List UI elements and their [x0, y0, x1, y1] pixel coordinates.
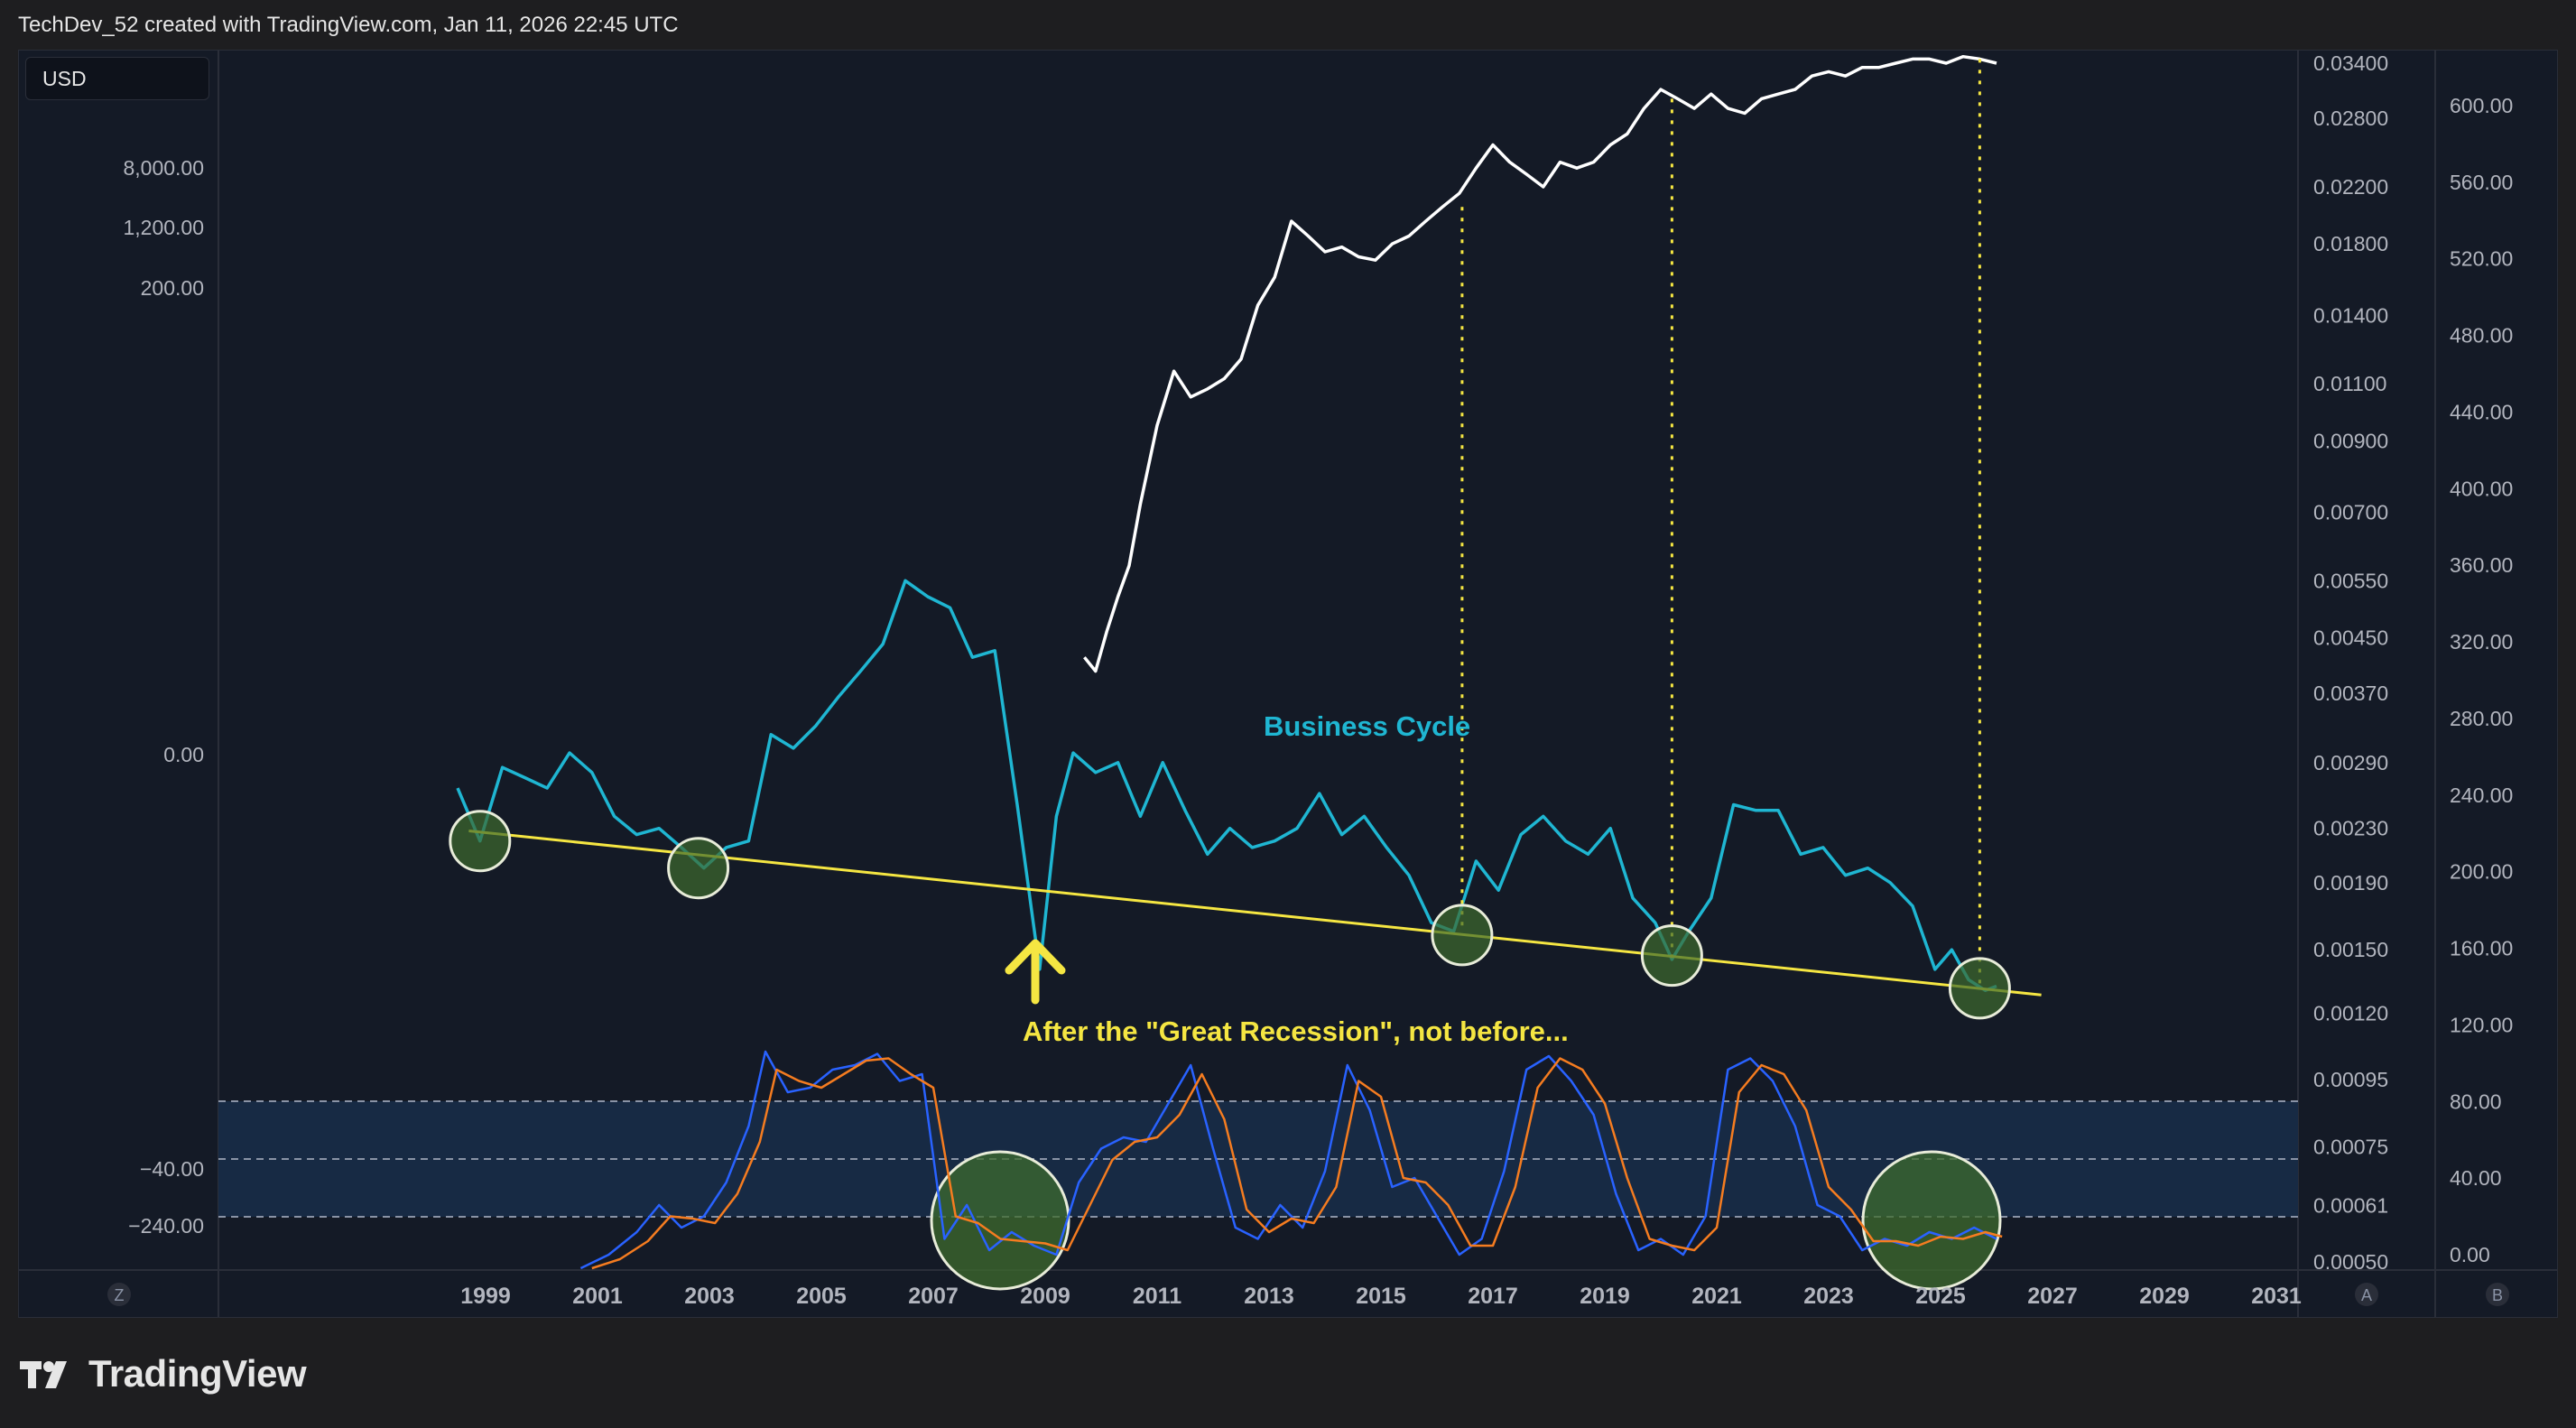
- right-linear-tick-label: 520.00: [2450, 247, 2513, 271]
- right-log-tick-label: 0.00450: [2313, 626, 2388, 649]
- x-tick-label: 2005: [796, 1284, 847, 1309]
- right-log-tick-label: 0.00050: [2313, 1250, 2388, 1274]
- trough-marker-2020: [1640, 924, 1703, 988]
- price-line: [1083, 54, 1997, 673]
- trend-line: [468, 830, 2042, 997]
- x-tick-label: 2001: [572, 1284, 623, 1309]
- right-log-tick-label: 0.00700: [2313, 500, 2388, 524]
- right-log-tick-label: 0.00075: [2313, 1135, 2388, 1158]
- x-tick-label: 2011: [1133, 1284, 1181, 1309]
- left-tick-label: −240.00: [128, 1214, 204, 1238]
- x-tick-label: 2003: [684, 1284, 735, 1309]
- x-tick-label: 2021: [1691, 1284, 1742, 1309]
- axis-z-label: Z: [115, 1286, 125, 1304]
- right-log-tick-label: 0.00900: [2313, 429, 2388, 452]
- left-tick-label: 8,000.00: [123, 156, 204, 180]
- right-log-tick-label: 0.00061: [2313, 1193, 2388, 1217]
- right-log-tick-label: 0.00150: [2313, 938, 2388, 961]
- trough-marker-2025: [1948, 957, 2011, 1020]
- trough-marker-1999: [449, 810, 512, 873]
- left-tick-label: 0.00: [163, 743, 204, 766]
- up-arrow-icon: [1005, 939, 1066, 1005]
- left-tick-label: 200.00: [141, 276, 204, 300]
- right-log-tick-label: 0.02200: [2313, 175, 2388, 199]
- x-tick-label: 1999: [460, 1284, 511, 1309]
- right-log-tick-label: 0.03400: [2313, 51, 2388, 75]
- right-linear-tick-label: 480.00: [2450, 324, 2513, 348]
- axis-a-button[interactable]: [2355, 1283, 2378, 1306]
- x-tick-label: 2019: [1580, 1284, 1630, 1309]
- stoch-d-line: [591, 1057, 2003, 1270]
- right-log-tick-label: 0.00370: [2313, 682, 2388, 705]
- x-tick-label: 2017: [1468, 1284, 1518, 1309]
- right-linear-tick-label: 600.00: [2450, 94, 2513, 117]
- right-linear-tick-label: 320.00: [2450, 630, 2513, 654]
- right-linear-tick-label: 440.00: [2450, 400, 2513, 423]
- axis-a-label: A: [2361, 1286, 2372, 1304]
- right-log-tick-label: 0.00190: [2313, 871, 2388, 895]
- trough-marker-2003: [667, 837, 730, 900]
- x-tick-label: 2027: [2027, 1284, 2078, 1309]
- right-linear-tick-label: 280.00: [2450, 707, 2513, 730]
- left-tick-label: −40.00: [140, 1157, 204, 1181]
- right-log-tick-label: 0.02800: [2313, 107, 2388, 130]
- right-log-tick-label: 0.00120: [2313, 1001, 2388, 1025]
- x-tick-label: 2029: [2139, 1284, 2190, 1309]
- right-log-tick-label: 0.00550: [2313, 569, 2388, 592]
- right-log-tick-label: 0.01400: [2313, 303, 2388, 327]
- right-linear-tick-label: 40.00: [2450, 1166, 2502, 1190]
- right-linear-tick-label: 400.00: [2450, 477, 2513, 500]
- right-linear-tick-label: 0.00: [2450, 1243, 2490, 1266]
- left-tick-label: 1,200.00: [123, 216, 204, 239]
- x-tick-label: 2025: [1915, 1284, 1966, 1309]
- attribution-text: TechDev_52 created with TradingView.com,…: [18, 13, 679, 37]
- right-linear-tick-label: 80.00: [2450, 1090, 2502, 1113]
- right-log-tick-label: 0.01800: [2313, 232, 2388, 255]
- tradingview-logo-icon: [20, 1361, 67, 1388]
- axis-b-label: B: [2492, 1286, 2503, 1304]
- stoch-k-line: [579, 1050, 1997, 1270]
- axis-z-button[interactable]: [107, 1283, 131, 1306]
- right-linear-tick-label: 200.00: [2450, 860, 2513, 884]
- x-tick-label: 2009: [1020, 1284, 1070, 1309]
- trough-marker-2016: [1431, 904, 1494, 967]
- right-log-tick-label: 0.01100: [2313, 372, 2386, 395]
- recession-note: After the "Great Recession", not before.…: [1023, 1015, 1569, 1047]
- right-linear-tick-label: 560.00: [2450, 171, 2513, 194]
- tradingview-logo[interactable]: TradingView: [20, 1352, 307, 1396]
- x-tick-label: 2023: [1803, 1284, 1854, 1309]
- axis-b-button[interactable]: [2486, 1283, 2509, 1306]
- x-tick-label: 2015: [1356, 1284, 1406, 1309]
- x-tick-label: 2031: [2251, 1284, 2302, 1309]
- business-cycle-line: [456, 579, 1997, 993]
- right-log-tick-label: 0.00230: [2313, 817, 2388, 840]
- stoch-highlight-2008: [930, 1150, 1070, 1291]
- x-tick-label: 2007: [908, 1284, 959, 1309]
- tradingview-logo-text: TradingView: [88, 1352, 307, 1395]
- stoch-highlight-2025: [1861, 1150, 2002, 1291]
- business-cycle-label: Business Cycle: [1264, 710, 1470, 742]
- right-linear-tick-label: 120.00: [2450, 1013, 2513, 1036]
- right-linear-tick-label: 160.00: [2450, 937, 2513, 960]
- right-log-tick-label: 0.00095: [2313, 1068, 2388, 1091]
- right-log-tick-label: 0.00290: [2313, 751, 2388, 774]
- right-linear-tick-label: 240.00: [2450, 784, 2513, 807]
- currency-button[interactable]: USD: [25, 57, 209, 100]
- right-linear-tick-label: 360.00: [2450, 553, 2513, 577]
- x-tick-label: 2013: [1244, 1284, 1294, 1309]
